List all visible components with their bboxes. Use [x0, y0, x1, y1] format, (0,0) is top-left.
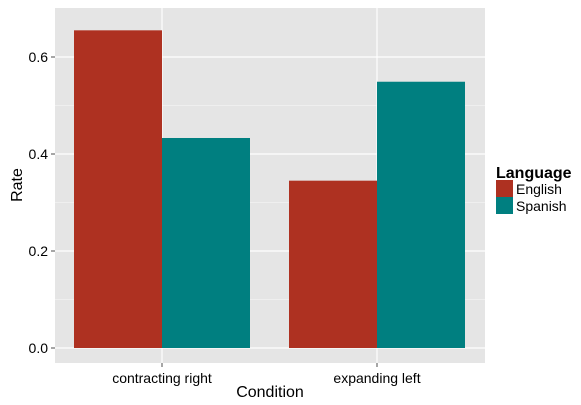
bar-spanish-1 — [162, 137, 250, 348]
bar-english-1 — [74, 30, 162, 348]
legend-swatch-spanish — [496, 197, 513, 214]
y-tick-label: 0.6 — [29, 49, 49, 65]
x-tick-label: contracting right — [112, 370, 212, 386]
legend-label-spanish: Spanish — [516, 198, 567, 214]
x-axis-title: Condition — [236, 384, 304, 400]
legend-swatch-english — [496, 180, 513, 197]
y-tick-label: 0.2 — [29, 243, 49, 259]
y-axis-title: Rate — [9, 168, 26, 202]
y-tick-label: 0.0 — [29, 340, 49, 356]
legend-title: Language — [496, 165, 572, 182]
bars — [74, 30, 465, 349]
y-tick-label: 0.4 — [29, 146, 49, 162]
x-tick-label: expanding left — [333, 370, 420, 386]
x-axis: contracting right expanding left — [112, 363, 421, 386]
bar-spanish-2 — [377, 81, 465, 349]
legend-label-english: English — [516, 181, 562, 197]
bar-english-2 — [289, 180, 377, 348]
y-axis: 0.0 0.2 0.4 0.6 — [29, 49, 55, 356]
